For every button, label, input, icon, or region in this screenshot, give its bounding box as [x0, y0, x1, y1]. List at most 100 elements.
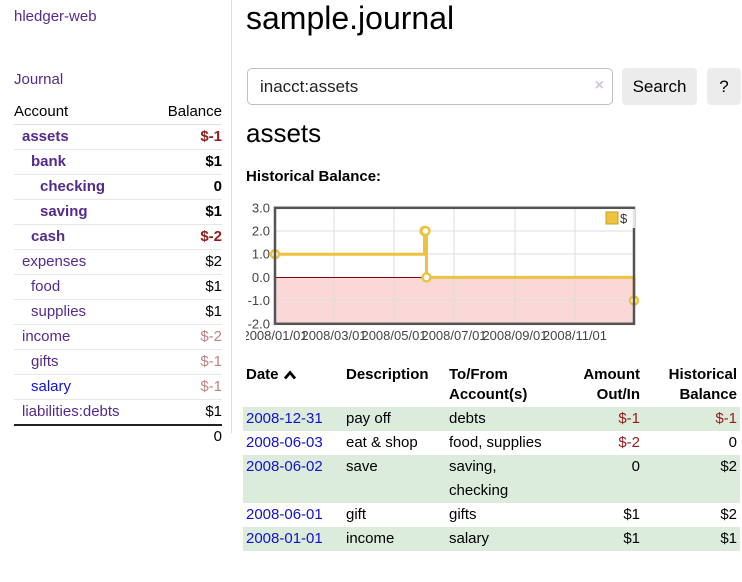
- svg-text:$: $: [620, 211, 628, 226]
- account-balance: $1: [151, 399, 222, 426]
- svg-text:0.0: 0.0: [252, 270, 270, 285]
- account-name-cell: saving: [14, 199, 152, 225]
- account-row: expenses $2: [14, 249, 222, 275]
- txn-date-link[interactable]: 2008-12-31: [246, 410, 323, 427]
- svg-text:1.0: 1.0: [252, 247, 270, 262]
- account-row: liabilities:debts $1: [14, 399, 222, 426]
- clear-search-icon[interactable]: ×: [594, 77, 604, 94]
- search-input[interactable]: [247, 68, 613, 105]
- svg-text:2008/05/01: 2008/05/01: [361, 328, 426, 343]
- txn-accounts: debts: [449, 410, 486, 427]
- sidebar-account-link[interactable]: assets: [22, 128, 69, 145]
- sidebar-account-link[interactable]: saving: [40, 203, 88, 220]
- transactions-header-row: Date Description To/From Account(s) Amoun…: [243, 363, 740, 407]
- account-balance: $-1: [151, 349, 222, 375]
- svg-text:-1.0: -1.0: [248, 293, 270, 308]
- account-row: saving $1: [14, 199, 222, 225]
- sidebar-account-link[interactable]: gifts: [31, 353, 59, 370]
- account-balance: $1: [151, 199, 222, 225]
- account-row: income $-2: [14, 324, 222, 350]
- txn-date-link[interactable]: 2008-01-01: [246, 530, 323, 547]
- txn-description: gift: [346, 506, 367, 523]
- transaction-row: 2008-06-03 eat & shop food, supplies $-2 0: [243, 431, 740, 455]
- account-balance: $-2: [151, 224, 222, 250]
- account-balance: $-1: [151, 124, 222, 150]
- column-header-amount: Amount Out/In: [583, 366, 640, 403]
- txn-balance: $2: [720, 506, 737, 523]
- sidebar-account-link[interactable]: food: [31, 278, 61, 295]
- txn-balance: $-1: [715, 410, 737, 427]
- svg-text:2008/03/01: 2008/03/01: [301, 328, 366, 343]
- accounts-total-row: 0: [14, 424, 222, 448]
- account-balance: $1: [151, 274, 222, 300]
- txn-description: save: [346, 458, 378, 475]
- svg-text:2008/07/01: 2008/07/01: [421, 328, 486, 343]
- account-row: supplies $1: [14, 299, 222, 325]
- txn-date-cell: 2008-12-31: [243, 407, 343, 431]
- transaction-row: 2008-06-02 save saving, checking 0 $2: [243, 455, 740, 503]
- account-name-cell: liabilities:debts: [14, 399, 152, 426]
- svg-text:2.0: 2.0: [252, 224, 270, 239]
- sidebar-account-link[interactable]: cash: [31, 228, 66, 245]
- svg-text:-2.0: -2.0: [248, 316, 270, 331]
- account-name-cell: cash: [14, 224, 152, 250]
- accounts-header-row: Account Balance: [14, 100, 222, 125]
- sidebar-account-link[interactable]: salary: [31, 378, 72, 395]
- app-title-link[interactable]: hledger-web: [14, 8, 97, 25]
- txn-date-cell: 2008-06-02: [243, 455, 343, 503]
- txn-date-cell: 2008-01-01: [243, 527, 343, 551]
- sidebar: hledger-web Journal Account Balance asse…: [0, 0, 232, 448]
- account-balance: 0: [151, 174, 222, 200]
- txn-accounts: saving, checking: [449, 458, 509, 499]
- transaction-row: 2008-12-31 pay off debts $-1 $-1: [243, 407, 740, 431]
- account-name-cell: bank: [14, 149, 152, 175]
- sidebar-account-link[interactable]: bank: [31, 153, 67, 170]
- account-balance: $1: [151, 299, 222, 325]
- account-name-cell: salary: [14, 374, 152, 400]
- search-button[interactable]: Search: [622, 68, 697, 105]
- account-row: bank $1: [14, 149, 222, 175]
- account-name-cell: checking: [14, 174, 152, 200]
- accounts-header-balance: Balance: [151, 100, 222, 125]
- account-row: gifts $-1: [14, 349, 222, 375]
- account-name-cell: supplies: [14, 299, 152, 325]
- account-balance: $-2: [151, 324, 222, 350]
- account-balance: $-1: [151, 374, 222, 400]
- sidebar-account-link[interactable]: expenses: [22, 253, 87, 270]
- txn-date-cell: 2008-06-01: [243, 503, 343, 527]
- transaction-row: 2008-06-01 gift gifts $1 $2: [243, 503, 740, 527]
- accounts-header-account: Account: [14, 100, 152, 125]
- txn-balance: $1: [720, 530, 737, 547]
- txn-date-link[interactable]: 2008-06-03: [246, 434, 323, 451]
- page-title: sample.journal: [246, 0, 455, 36]
- total-label-cell: [14, 424, 152, 448]
- column-header-date[interactable]: Date: [243, 363, 343, 407]
- sidebar-account-link[interactable]: liabilities:debts: [22, 403, 120, 420]
- txn-date-link[interactable]: 2008-06-02: [246, 458, 323, 475]
- sidebar-item-journal[interactable]: Journal: [14, 71, 64, 88]
- account-row: cash $-2: [14, 224, 222, 250]
- txn-date-link[interactable]: 2008-06-01: [246, 506, 323, 523]
- txn-accounts: gifts: [449, 506, 477, 523]
- txn-amount: 0: [631, 458, 640, 475]
- transaction-row: 2008-01-01 income salary $1 $1: [243, 527, 740, 551]
- column-header-balance: Historical Balance: [668, 366, 737, 403]
- txn-date-cell: 2008-06-03: [243, 431, 343, 455]
- txn-description: income: [346, 530, 395, 547]
- txn-description: eat & shop: [346, 434, 418, 451]
- transactions-table: Date Description To/From Account(s) Amoun…: [243, 363, 740, 551]
- account-name-cell: expenses: [14, 249, 152, 275]
- search-box: ×: [247, 68, 613, 105]
- svg-text:2008/11/01: 2008/11/01: [543, 328, 607, 343]
- historical-balance-chart: $3.0 2.0 1.0 0.0 -1.0 -2.02008/01/012008/03/0…: [246, 200, 640, 343]
- account-row: assets $-1: [14, 124, 222, 150]
- chart-title: Historical Balance:: [246, 168, 382, 185]
- help-button[interactable]: ?: [707, 68, 741, 105]
- txn-amount: $1: [623, 530, 640, 547]
- txn-amount: $-1: [618, 410, 640, 427]
- sidebar-account-link[interactable]: income: [22, 328, 71, 345]
- txn-amount: $1: [623, 506, 640, 523]
- sidebar-account-link[interactable]: checking: [40, 178, 106, 195]
- svg-text:2008/01/01: 2008/01/01: [246, 328, 308, 343]
- sidebar-account-link[interactable]: supplies: [31, 303, 87, 320]
